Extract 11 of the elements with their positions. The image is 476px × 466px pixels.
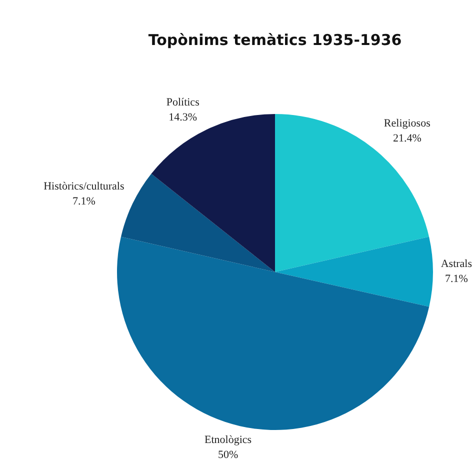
chart-title: Topònims temàtics 1935-1936	[148, 30, 402, 49]
data-label: 50%	[218, 448, 238, 461]
slice-label: Històrics/culturals	[44, 180, 124, 192]
slice-label: Religiosos	[384, 118, 430, 130]
data-label: 7.1%	[444, 273, 468, 286]
slice-label: Astrals	[440, 258, 472, 270]
data-label: 14.3%	[168, 111, 198, 124]
data-label: 7.1%	[72, 195, 96, 208]
data-label: 21.4%	[392, 132, 422, 145]
slice-label: Polítics	[166, 96, 200, 108]
slice-label: Etnològics	[204, 434, 252, 446]
